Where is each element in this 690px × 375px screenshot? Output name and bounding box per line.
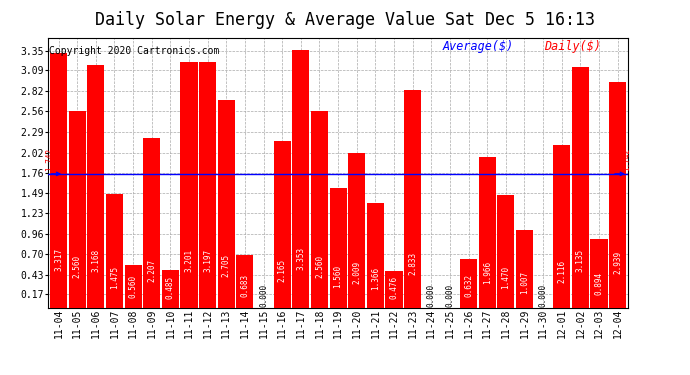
- Bar: [161, 270, 179, 308]
- Bar: [591, 239, 608, 308]
- Bar: [386, 271, 402, 308]
- Text: 0.000: 0.000: [427, 284, 436, 307]
- Text: 1.475: 1.475: [110, 266, 119, 289]
- Bar: [553, 145, 571, 308]
- Text: 1.366: 1.366: [371, 267, 380, 290]
- Text: 3.197: 3.197: [203, 249, 212, 272]
- Bar: [479, 157, 496, 308]
- Text: 1.560: 1.560: [333, 265, 343, 288]
- Bar: [293, 50, 309, 308]
- Text: 1.742: 1.742: [622, 148, 631, 171]
- Text: 2.560: 2.560: [315, 255, 324, 278]
- Bar: [460, 259, 477, 308]
- Text: 1.007: 1.007: [520, 270, 529, 294]
- Text: 2.833: 2.833: [408, 252, 417, 275]
- Bar: [516, 230, 533, 308]
- Bar: [330, 188, 346, 308]
- Bar: [367, 203, 384, 308]
- Text: 2.939: 2.939: [613, 251, 622, 274]
- Text: 2.560: 2.560: [72, 255, 81, 278]
- Text: 2.705: 2.705: [221, 254, 230, 277]
- Bar: [404, 90, 421, 308]
- Text: 3.135: 3.135: [576, 249, 585, 272]
- Text: Daily($): Daily($): [544, 40, 601, 53]
- Text: 3.201: 3.201: [184, 249, 193, 272]
- Text: 0.000: 0.000: [259, 284, 268, 307]
- Bar: [572, 67, 589, 308]
- Bar: [348, 153, 365, 308]
- Bar: [311, 111, 328, 308]
- Text: 3.353: 3.353: [296, 247, 306, 270]
- Text: 2.207: 2.207: [147, 258, 156, 282]
- Text: 0.632: 0.632: [464, 274, 473, 297]
- Bar: [143, 138, 160, 308]
- Bar: [124, 264, 141, 308]
- Bar: [497, 195, 515, 308]
- Bar: [609, 82, 627, 308]
- Bar: [68, 111, 86, 308]
- Text: 0.560: 0.560: [128, 275, 137, 298]
- Text: 3.317: 3.317: [54, 248, 63, 271]
- Text: 0.485: 0.485: [166, 276, 175, 299]
- Text: Daily Solar Energy & Average Value Sat Dec 5 16:13: Daily Solar Energy & Average Value Sat D…: [95, 11, 595, 29]
- Text: 2.165: 2.165: [277, 259, 286, 282]
- Text: 0.000: 0.000: [539, 284, 548, 307]
- Bar: [199, 62, 216, 308]
- Text: 1.470: 1.470: [502, 266, 511, 289]
- Text: 0.683: 0.683: [240, 274, 249, 297]
- Text: 1.742: 1.742: [45, 148, 54, 171]
- Text: 1.966: 1.966: [483, 261, 492, 284]
- Bar: [106, 194, 123, 308]
- Text: 0.894: 0.894: [595, 272, 604, 295]
- Bar: [274, 141, 290, 308]
- Bar: [50, 53, 67, 307]
- Bar: [180, 62, 197, 308]
- Text: 0.000: 0.000: [446, 284, 455, 307]
- Text: 2.116: 2.116: [558, 260, 566, 283]
- Text: 0.476: 0.476: [390, 276, 399, 299]
- Bar: [218, 100, 235, 308]
- Text: 2.009: 2.009: [352, 261, 362, 284]
- Bar: [87, 64, 104, 308]
- Text: Average($): Average($): [442, 40, 513, 53]
- Text: Copyright 2020 Cartronics.com: Copyright 2020 Cartronics.com: [49, 46, 219, 56]
- Text: 3.168: 3.168: [91, 249, 100, 272]
- Bar: [237, 255, 253, 308]
